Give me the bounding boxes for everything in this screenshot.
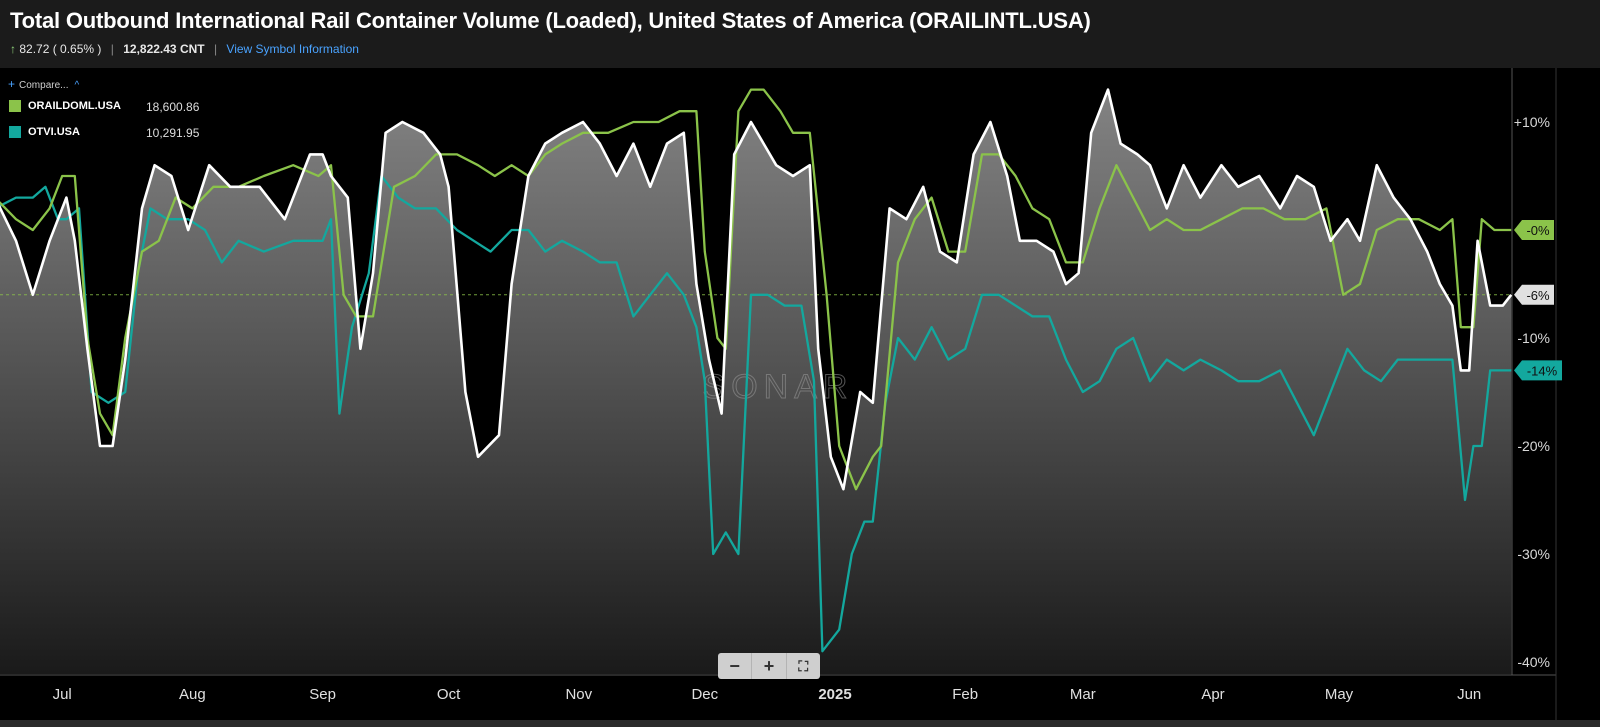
x-tick-label: May	[1325, 686, 1354, 703]
legend-swatch	[9, 100, 21, 112]
separator: |	[213, 42, 218, 56]
compare-label: Compare...	[19, 80, 69, 91]
y-tick-label: -20%	[1517, 438, 1550, 454]
y-tick-label: -10%	[1517, 330, 1550, 346]
x-tick-label: Feb	[952, 686, 978, 703]
fit-screen-button[interactable]: ⛶	[798, 657, 809, 674]
x-tick-label: Apr	[1201, 686, 1224, 703]
end-label: -0%	[1526, 223, 1550, 238]
compare-button[interactable]: + Compare... ^	[8, 77, 218, 91]
change-value: 82.72 ( 0.65% )	[19, 42, 102, 56]
x-tick-label: Nov	[565, 686, 592, 703]
separator: |	[110, 42, 114, 56]
legend-item-oraildoml[interactable]: ORAILDOML.USA 18,600.86	[8, 91, 218, 117]
chart-area[interactable]: SONAR +10% -10% -20% -30% -40% -6% -0% -14% Jul Au…	[0, 68, 1600, 727]
series-line-orailintl.usa	[0, 88, 1513, 491]
series-line-otvi.usa	[0, 174, 1512, 653]
zoom-controls: − + ⛶	[718, 653, 820, 679]
x-tick-label: Mar	[1070, 686, 1096, 703]
y-tick-label: -30%	[1517, 546, 1550, 562]
end-label-tag	[1514, 360, 1562, 381]
x-tick-label: Dec	[691, 686, 718, 703]
chart-title: Total Outbound International Rail Contai…	[10, 8, 1091, 33]
y-tick-label: -40%	[1517, 654, 1550, 670]
legend-value: 10,291.95	[146, 126, 200, 140]
x-tick-label: 2025	[818, 686, 851, 703]
x-tick-label: Sep	[309, 686, 336, 703]
legend-item-otvi[interactable]: OTVI.USA 10,291.95	[8, 117, 218, 143]
x-tick-label: Oct	[437, 686, 461, 703]
line-chart[interactable]: SONAR +10% -10% -20% -30% -40% -6% -0% -14% Jul Au…	[0, 68, 1600, 727]
view-symbol-info-link[interactable]: View Symbol Information	[226, 42, 359, 56]
end-label: -14%	[1527, 363, 1558, 378]
y-tick-label: +10%	[1514, 114, 1550, 130]
end-label: -6%	[1526, 288, 1550, 303]
legend-value: 18,600.86	[146, 100, 200, 114]
series-area-orailintl.usa	[0, 89, 1512, 674]
x-tick-label: Jun	[1457, 686, 1481, 703]
legend-swatch	[9, 126, 21, 138]
legend-name: ORAILDOML.USA	[28, 100, 121, 112]
end-label-tag	[1514, 284, 1554, 305]
watermark: SONAR	[703, 368, 854, 406]
change-arrow-icon: ↑	[10, 42, 16, 56]
current-value: 12,822.43 CNT	[123, 42, 205, 56]
plus-icon: +	[8, 77, 16, 91]
quote-summary: ↑ 82.72 ( 0.65% ) | 12,822.43 CNT | View…	[10, 42, 359, 56]
zoom-in-button[interactable]: +	[752, 653, 787, 679]
bottom-bar	[0, 720, 1600, 727]
chevron-up-icon: ^	[74, 80, 80, 91]
x-tick-label: Jul	[53, 686, 72, 703]
chart-header: Total Outbound International Rail Contai…	[0, 0, 1600, 68]
x-tick-label: Aug	[179, 686, 206, 703]
end-label-tag	[1514, 220, 1554, 240]
legend-name: OTVI.USA	[28, 126, 80, 138]
legend: + Compare... ^ ORAILDOML.USA 18,600.86 OTV…	[8, 77, 218, 143]
zoom-out-button[interactable]: −	[718, 653, 753, 679]
